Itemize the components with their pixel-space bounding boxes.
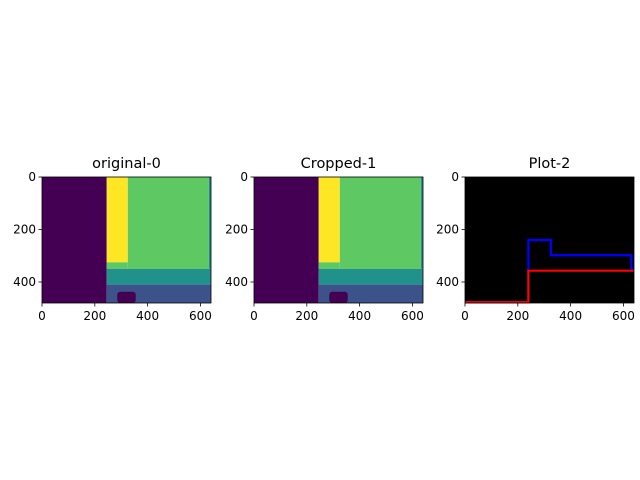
y-tick-label: 200 — [225, 223, 248, 237]
x-tick-label: 400 — [136, 309, 159, 323]
x-tick-label: 400 — [559, 309, 582, 323]
image-region — [254, 177, 319, 303]
panel-2: 0 200 400 600 0 200 400 Plot-2 — [436, 156, 635, 323]
y-tick-label: 200 — [13, 223, 36, 237]
image-region — [117, 291, 136, 303]
chart-title: Cropped-1 — [301, 156, 377, 172]
y-tick-label: 400 — [436, 275, 459, 289]
image-region — [420, 177, 423, 269]
y-tick-label: 0 — [451, 170, 459, 184]
x-tick-label: 200 — [295, 309, 318, 323]
panel-0: 0 200 400 600 0 200 400 original-0 — [13, 156, 212, 323]
image-region — [329, 291, 348, 303]
axes-frame — [464, 176, 635, 304]
axes-frame — [253, 176, 424, 304]
chart-title: Plot-2 — [529, 156, 571, 172]
y-tick-label: 400 — [13, 275, 36, 289]
axes-frame — [41, 176, 212, 304]
y-tick-label: 0 — [28, 170, 36, 184]
panel-1: 0 200 400 600 0 200 400 Cropped-1 — [225, 156, 424, 323]
y-tick-label: 200 — [436, 223, 459, 237]
image-region — [318, 262, 340, 269]
image-region — [127, 177, 209, 269]
image-region — [318, 177, 340, 263]
image-region — [339, 177, 421, 269]
x-tick-label: 0 — [38, 309, 46, 323]
image-region — [318, 268, 423, 285]
x-tick-label: 200 — [83, 309, 106, 323]
axes-group: 0 200 400 600 0 200 400 original-0 0 200 400 600 0 20… — [13, 156, 635, 323]
x-tick-label: 400 — [348, 309, 371, 323]
series-line — [465, 269, 634, 304]
x-tick-label: 600 — [612, 309, 635, 323]
image-region — [106, 262, 128, 269]
x-tick-label: 0 — [461, 309, 469, 323]
chart-title: original-0 — [92, 156, 161, 172]
image-region — [208, 177, 211, 269]
image-region — [106, 177, 128, 263]
x-tick-label: 600 — [401, 309, 424, 323]
x-tick-label: 600 — [189, 309, 212, 323]
x-tick-label: 0 — [250, 309, 258, 323]
x-tick-label: 200 — [506, 309, 529, 323]
image-region — [42, 177, 107, 303]
y-tick-label: 0 — [240, 170, 248, 184]
image-region — [106, 268, 211, 285]
y-tick-label: 400 — [225, 275, 248, 289]
